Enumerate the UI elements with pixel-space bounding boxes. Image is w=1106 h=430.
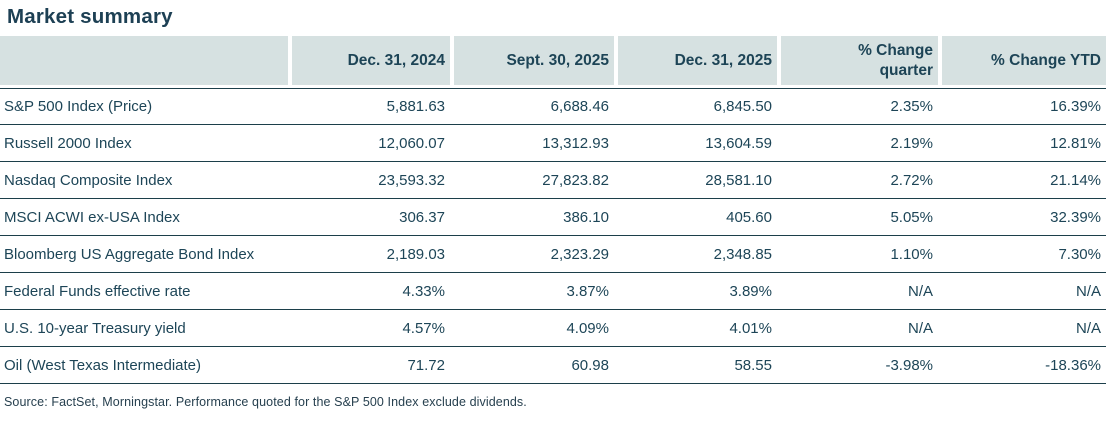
cell-value: 13,312.93 (450, 125, 614, 162)
cell-value: 3.87% (450, 273, 614, 310)
cell-value: 2.72% (777, 162, 938, 199)
table-row: U.S. 10-year Treasury yield 4.57% 4.09% … (0, 310, 1106, 347)
header-pct-change-quarter: % Change quarter (777, 36, 938, 88)
table-header: Dec. 31, 2024 Sept. 30, 2025 Dec. 31, 20… (0, 36, 1106, 88)
cell-value: 2.19% (777, 125, 938, 162)
page-title: Market summary (7, 5, 173, 28)
header-row: Dec. 31, 2024 Sept. 30, 2025 Dec. 31, 20… (0, 36, 1106, 88)
cell-value: 13,604.59 (614, 125, 777, 162)
cell-value: 4.09% (450, 310, 614, 347)
cell-value: 1.10% (777, 236, 938, 273)
table-row: Nasdaq Composite Index 23,593.32 27,823.… (0, 162, 1106, 199)
cell-value: 32.39% (938, 199, 1106, 236)
header-pct-change-ytd: % Change YTD (938, 36, 1106, 88)
cell-value: N/A (777, 273, 938, 310)
header-dec-31-2025: Dec. 31, 2025 (614, 36, 777, 88)
cell-value: 7.30% (938, 236, 1106, 273)
cell-value: 2,323.29 (450, 236, 614, 273)
cell-value: 71.72 (288, 347, 450, 384)
table-row: S&P 500 Index (Price) 5,881.63 6,688.46 … (0, 88, 1106, 125)
row-label: U.S. 10-year Treasury yield (0, 310, 288, 347)
cell-value: 5.05% (777, 199, 938, 236)
cell-value: 27,823.82 (450, 162, 614, 199)
cell-value: 2,348.85 (614, 236, 777, 273)
cell-value: 2,189.03 (288, 236, 450, 273)
cell-value: 12,060.07 (288, 125, 450, 162)
source-note: Source: FactSet, Morningstar. Performanc… (4, 395, 527, 409)
table-row: Bloomberg US Aggregate Bond Index 2,189.… (0, 236, 1106, 273)
table-row: Russell 2000 Index 12,060.07 13,312.93 1… (0, 125, 1106, 162)
row-label: Nasdaq Composite Index (0, 162, 288, 199)
cell-value: 4.01% (614, 310, 777, 347)
header-sept-30-2025: Sept. 30, 2025 (450, 36, 614, 88)
cell-value: 306.37 (288, 199, 450, 236)
cell-value: N/A (777, 310, 938, 347)
cell-value: N/A (938, 273, 1106, 310)
row-label: Russell 2000 Index (0, 125, 288, 162)
table-body: S&P 500 Index (Price) 5,881.63 6,688.46 … (0, 88, 1106, 384)
table-row: MSCI ACWI ex-USA Index 306.37 386.10 405… (0, 199, 1106, 236)
market-summary-table: Dec. 31, 2024 Sept. 30, 2025 Dec. 31, 20… (0, 36, 1106, 384)
cell-value: 12.81% (938, 125, 1106, 162)
cell-value: 23,593.32 (288, 162, 450, 199)
cell-value: 4.33% (288, 273, 450, 310)
header-dec-31-2024: Dec. 31, 2024 (288, 36, 450, 88)
cell-value: N/A (938, 310, 1106, 347)
cell-value: 5,881.63 (288, 88, 450, 125)
cell-value: 2.35% (777, 88, 938, 125)
cell-value: 405.60 (614, 199, 777, 236)
table-row: Federal Funds effective rate 4.33% 3.87%… (0, 273, 1106, 310)
cell-value: 4.57% (288, 310, 450, 347)
row-label: Federal Funds effective rate (0, 273, 288, 310)
cell-value: 58.55 (614, 347, 777, 384)
cell-value: 28,581.10 (614, 162, 777, 199)
table-row: Oil (West Texas Intermediate) 71.72 60.9… (0, 347, 1106, 384)
cell-value: -18.36% (938, 347, 1106, 384)
row-label: Bloomberg US Aggregate Bond Index (0, 236, 288, 273)
row-label: MSCI ACWI ex-USA Index (0, 199, 288, 236)
cell-value: 3.89% (614, 273, 777, 310)
cell-value: 21.14% (938, 162, 1106, 199)
cell-value: 6,845.50 (614, 88, 777, 125)
cell-value: 16.39% (938, 88, 1106, 125)
cell-value: -3.98% (777, 347, 938, 384)
cell-value: 60.98 (450, 347, 614, 384)
cell-value: 386.10 (450, 199, 614, 236)
row-label: S&P 500 Index (Price) (0, 88, 288, 125)
cell-value: 6,688.46 (450, 88, 614, 125)
row-label: Oil (West Texas Intermediate) (0, 347, 288, 384)
header-row-label (0, 36, 288, 88)
